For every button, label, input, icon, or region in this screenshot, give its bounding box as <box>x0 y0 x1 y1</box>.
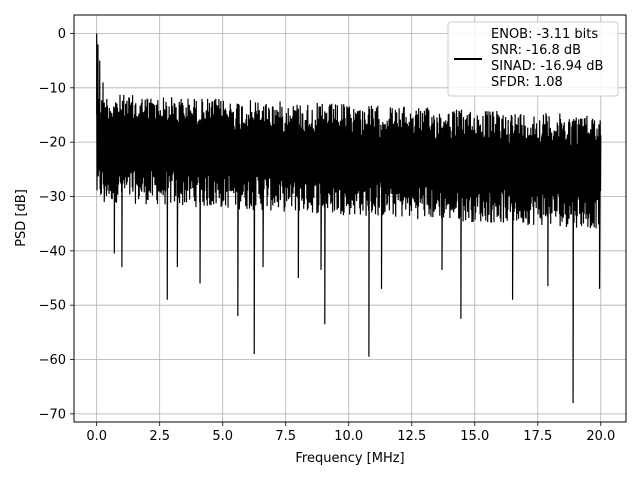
x-tick-label: 12.5 <box>397 429 426 444</box>
y-axis-label: PSD [dB] <box>14 189 29 247</box>
x-tick-label: 7.5 <box>275 429 296 444</box>
y-axis-ticks: 0 −10 −20 −30 −40 −50 −60 −70 <box>39 27 74 422</box>
plot-frame <box>73 14 627 423</box>
y-tick-label: −60 <box>39 353 66 368</box>
legend-text-line: ENOB: -3.11 bits <box>491 27 598 42</box>
legend-text-line: SFDR: 1.08 <box>491 75 563 90</box>
y-tick-label: −40 <box>39 244 66 259</box>
y-tick-label: 0 <box>58 27 66 42</box>
legend-box <box>447 21 619 97</box>
x-axis-ticks: 0.0 2.5 5.0 7.5 10.0 12.5 15.0 17.5 20.0 <box>86 422 615 444</box>
x-tick-label: 5.0 <box>212 429 233 444</box>
legend-text-line: SINAD: -16.94 dB <box>491 59 603 74</box>
y-tick-label: −10 <box>39 81 66 96</box>
y-tick-label: −50 <box>39 299 66 314</box>
x-tick-label: 17.5 <box>523 429 552 444</box>
x-tick-label: 10.0 <box>334 429 363 444</box>
legend-text-line: SNR: -16.8 dB <box>491 43 581 58</box>
x-tick-label: 15.0 <box>460 429 489 444</box>
psd-series-line <box>96 33 602 403</box>
x-tick-label: 0.0 <box>86 429 107 444</box>
x-tick-label: 20.0 <box>586 429 615 444</box>
legend-entry-label: ENOB: -3.11 bits SNR: -16.8 dB SINAD: -16.… <box>491 27 603 90</box>
y-tick-label: −20 <box>39 136 66 151</box>
x-axis-label: Frequency [MHz] <box>295 451 404 466</box>
legend: ENOB: -3.11 bits SNR: -16.8 dB SINAD: -16.… <box>447 21 619 97</box>
y-tick-label: −30 <box>39 190 66 205</box>
x-tick-label: 2.5 <box>149 429 170 444</box>
y-tick-label: −70 <box>39 407 66 422</box>
